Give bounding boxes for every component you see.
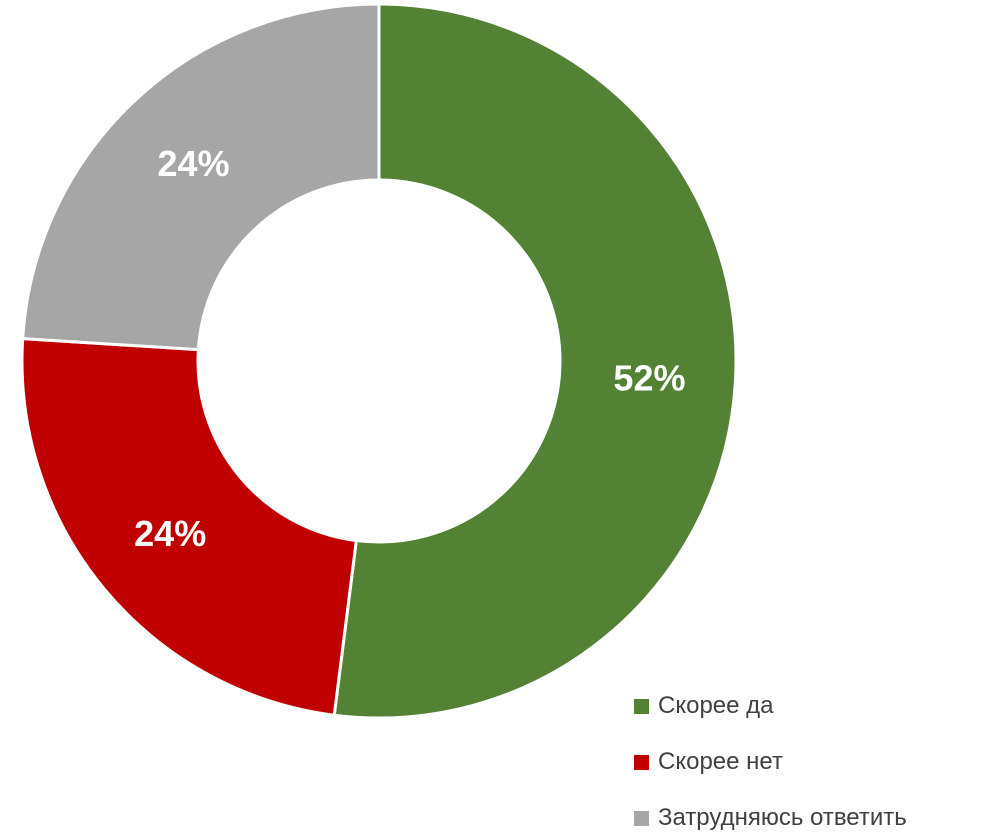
donut-slice-2 (20, 336, 358, 717)
legend-swatch (634, 810, 649, 826)
legend-swatch (634, 698, 649, 714)
legend-item: Скорее нет (634, 748, 974, 776)
chart-legend: Скорее да Скорее нет Затрудняюсь ответить (634, 692, 974, 832)
data-label-3: 24% (157, 143, 229, 184)
data-label-1: 52% (613, 358, 685, 399)
legend-label: Скорее да (658, 692, 774, 719)
legend-item: Скорее да (634, 692, 974, 720)
legend-item: Затрудняюсь ответить (634, 804, 974, 832)
legend-label: Затрудняюсь ответить (658, 804, 907, 831)
donut-slice-1 (332, 2, 738, 720)
data-label-2: 24% (134, 513, 206, 554)
legend-label: Скорее нет (658, 748, 783, 775)
donut-slice-3 (21, 2, 381, 352)
legend-swatch (634, 754, 649, 770)
